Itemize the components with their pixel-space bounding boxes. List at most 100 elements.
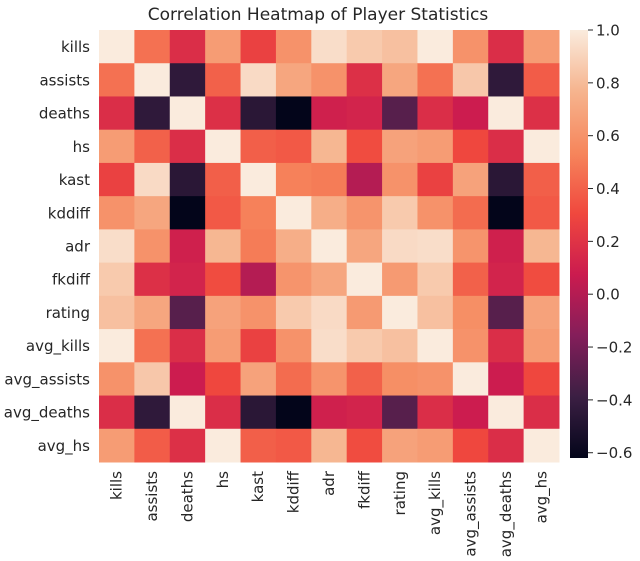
row-label: adr xyxy=(65,238,91,256)
heatmap-cell xyxy=(382,196,418,230)
heatmap-cell xyxy=(417,196,454,230)
row-label: avg_assists xyxy=(4,370,90,389)
heatmap-cell xyxy=(382,395,418,430)
heatmap-cell xyxy=(134,96,171,131)
column-label: avg_kills xyxy=(426,471,445,535)
colorbar-tick-label: 0.6 xyxy=(596,127,620,145)
heatmap-cell xyxy=(488,262,525,297)
heatmap-cell xyxy=(417,428,454,463)
heatmap-cell xyxy=(523,30,560,64)
heatmap-cell xyxy=(488,428,525,463)
heatmap-cell xyxy=(417,295,454,330)
heatmap-cell xyxy=(240,30,277,64)
heatmap-cell xyxy=(134,395,171,430)
heatmap-cell xyxy=(240,329,277,363)
heatmap-cell xyxy=(346,30,383,64)
heatmap-cell xyxy=(240,162,277,197)
heatmap-cell xyxy=(452,96,489,131)
heatmap-cell xyxy=(99,63,135,97)
heatmap-cell xyxy=(417,329,454,363)
heatmap-cell xyxy=(205,329,242,363)
heatmap-cell xyxy=(346,262,383,297)
chart-title: Correlation Heatmap of Player Statistics xyxy=(148,5,489,25)
heatmap-cell xyxy=(240,96,277,131)
heatmap-cell xyxy=(275,162,312,197)
colorbar-tick-label: 0.0 xyxy=(596,286,620,304)
heatmap-cell xyxy=(205,96,242,131)
heatmap-cell xyxy=(417,362,454,397)
heatmap-cell xyxy=(417,162,454,197)
heatmap-cell xyxy=(452,196,489,230)
column-labels: kills assists deaths hs kast kddiff adr fkdiff r… xyxy=(108,470,552,557)
heatmap-cell xyxy=(488,362,525,397)
colorbar-tick-label: 0.8 xyxy=(596,74,620,92)
heatmap-cell xyxy=(488,196,525,230)
heatmap-cell xyxy=(275,395,312,430)
heatmap-cell xyxy=(382,329,418,363)
heatmap-cell xyxy=(488,395,525,430)
heatmap-cell xyxy=(205,30,242,64)
heatmap-cell xyxy=(311,30,348,64)
heatmap-cell xyxy=(275,295,312,330)
heatmap-cell xyxy=(311,162,348,197)
heatmap-cell xyxy=(99,30,135,64)
heatmap-cell xyxy=(134,30,171,64)
heatmap-cell xyxy=(240,129,277,164)
heatmap-cell xyxy=(311,96,348,131)
heatmap-cell xyxy=(523,362,560,397)
heatmap-cell xyxy=(99,196,135,230)
heatmap-cell xyxy=(452,395,489,430)
heatmap-cell xyxy=(169,30,206,64)
row-labels: kills assists deaths hs kast kddiff adr fkdiff r… xyxy=(4,38,91,456)
heatmap-cell xyxy=(488,96,525,131)
heatmap-cell xyxy=(346,295,383,330)
heatmap-cell xyxy=(311,295,348,330)
heatmap-cell xyxy=(452,229,489,264)
heatmap-cell xyxy=(523,63,560,97)
heatmap-cell xyxy=(205,162,242,197)
heatmap-cell xyxy=(240,428,277,463)
heatmap-cell xyxy=(99,162,135,197)
row-label: deaths xyxy=(39,105,90,123)
heatmap-cell xyxy=(523,162,560,197)
heatmap-cell xyxy=(311,129,348,164)
heatmap-cell xyxy=(452,30,489,64)
column-label: fkdiff xyxy=(355,470,373,509)
heatmap-cell xyxy=(275,30,312,64)
heatmap-cell xyxy=(382,229,418,264)
heatmap-cell xyxy=(417,129,454,164)
heatmap-cell xyxy=(275,63,312,97)
heatmap-cell xyxy=(523,229,560,264)
column-label: kast xyxy=(249,471,267,502)
row-label: assists xyxy=(39,71,90,89)
heatmap-cell xyxy=(417,96,454,131)
heatmap-cell xyxy=(452,362,489,397)
heatmap-cell xyxy=(275,262,312,297)
heatmap-cell xyxy=(134,196,171,230)
heatmap-cell xyxy=(205,362,242,397)
heatmap-cell xyxy=(205,196,242,230)
heatmap-cell xyxy=(311,196,348,230)
heatmap-cell xyxy=(275,428,312,463)
heatmap-cell xyxy=(240,295,277,330)
heatmap-cell xyxy=(488,30,525,64)
heatmap-cell xyxy=(169,428,206,463)
heatmap-cell xyxy=(452,428,489,463)
heatmap-cell xyxy=(169,96,206,131)
heatmap-cell xyxy=(134,362,171,397)
heatmap-cell xyxy=(452,329,489,363)
column-label: avg_assists xyxy=(462,471,481,557)
row-label: avg_kills xyxy=(26,337,90,356)
column-label: deaths xyxy=(178,471,196,522)
heatmap-cell xyxy=(346,362,383,397)
heatmap-cell xyxy=(240,229,277,264)
colorbar-tick-label: −0.4 xyxy=(596,391,632,409)
colorbar-tick-label: 0.4 xyxy=(596,180,620,198)
row-label: kills xyxy=(61,38,90,56)
heatmap-cell xyxy=(382,63,418,97)
heatmap-cell xyxy=(452,262,489,297)
heatmap-cell xyxy=(99,395,135,430)
heatmap-cell xyxy=(382,96,418,131)
heatmap-cell xyxy=(169,229,206,264)
heatmap-cell xyxy=(205,395,242,430)
